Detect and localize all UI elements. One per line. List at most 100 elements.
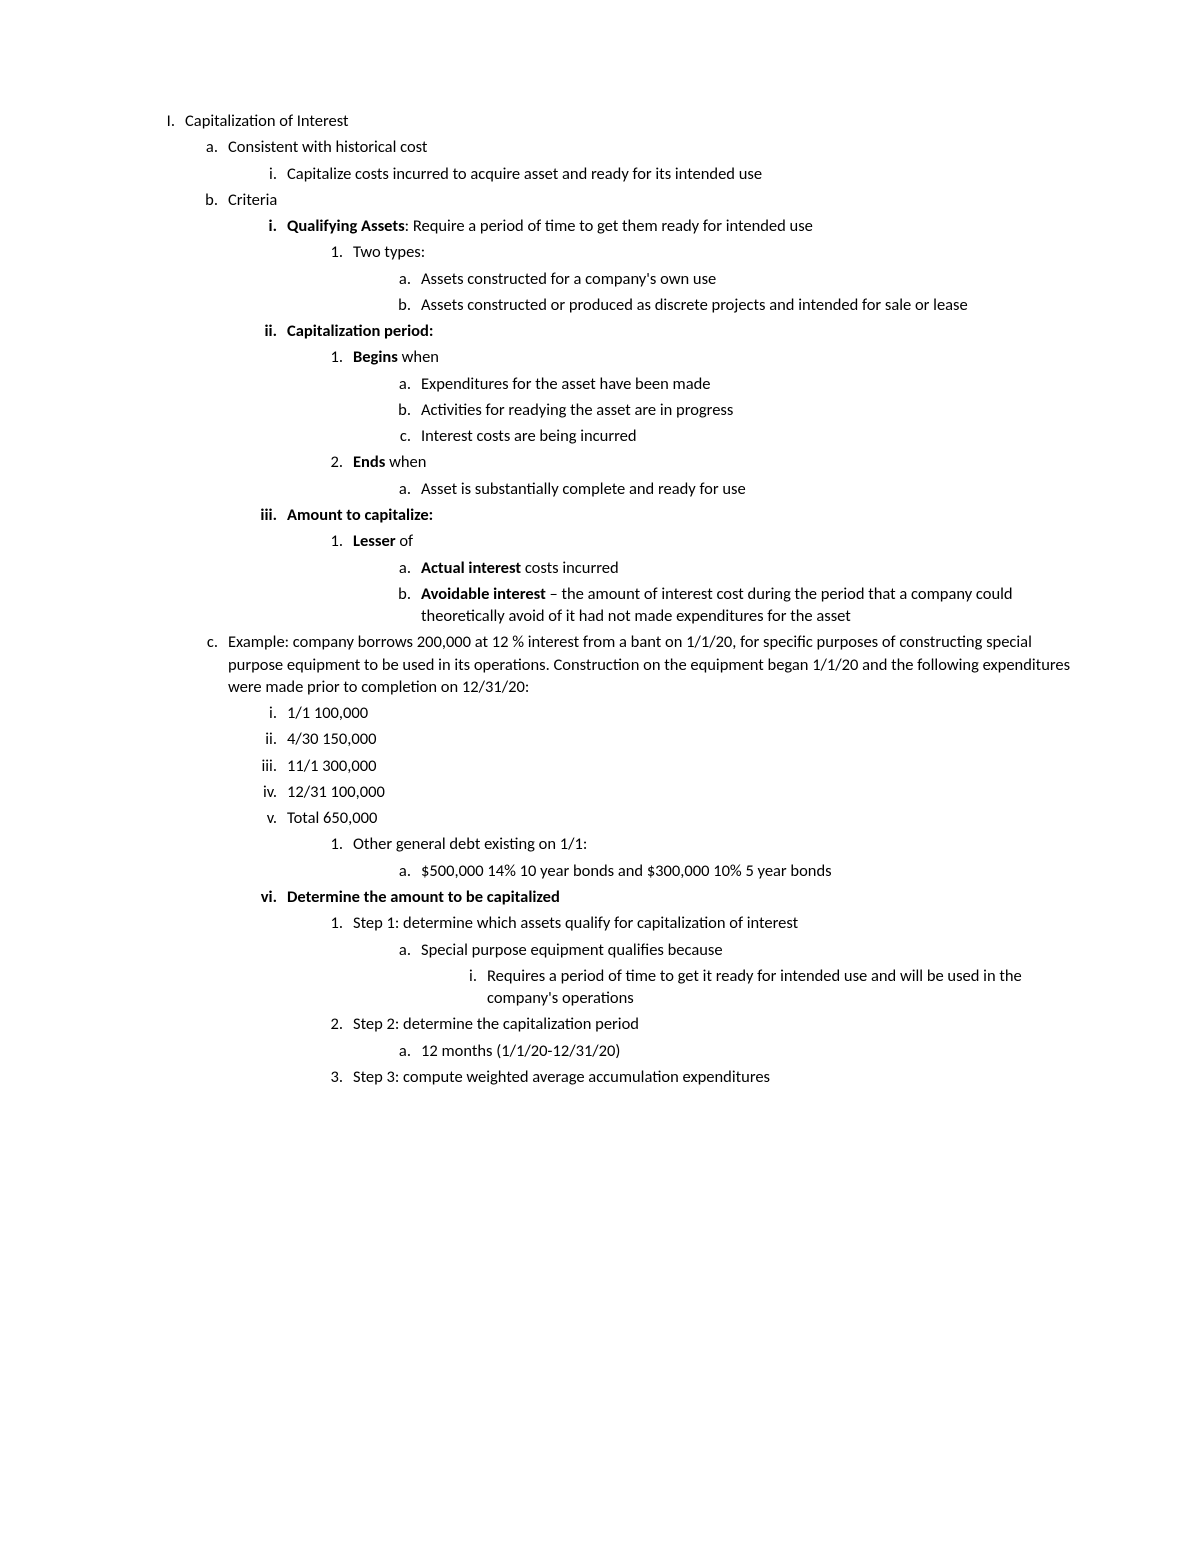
rest: costs incurred [521, 558, 619, 578]
marker: a. [395, 478, 421, 500]
outline-I-b-i-1: 1. Two types: [325, 241, 1080, 263]
marker: 1. [325, 833, 353, 855]
text: 1/1 100,000 [287, 702, 1080, 724]
outline-I-c-vi-1: 1. Step 1: determine which assets qualif… [325, 912, 1080, 934]
text: Capitalize costs incurred to acquire ass… [287, 163, 1080, 185]
text: Avoidable interest – the amount of inter… [421, 583, 1080, 628]
outline-I-c-v: v. Total 650,000 [257, 807, 1080, 829]
outline-I-c: c. Example: company borrows 200,000 at 1… [200, 631, 1080, 698]
rest: of [396, 531, 413, 551]
marker: 2. [325, 451, 353, 473]
outline-I-c-i: i. 1/1 100,000 [257, 702, 1080, 724]
text: 12/31 100,000 [287, 781, 1080, 803]
marker: b. [395, 399, 421, 421]
outline-I-b-ii-1: 1. Begins when [325, 346, 1080, 368]
outline-I-b-ii-1-c: c. Interest costs are being incurred [395, 425, 1080, 447]
marker: 3. [325, 1066, 353, 1088]
outline-I-b-iii-1-a: a. Actual interest costs incurred [395, 557, 1080, 579]
marker: i. [465, 965, 487, 987]
outline-I-c-vi-3: 3. Step 3: compute weighted average accu… [325, 1066, 1080, 1088]
outline-I-c-v-1: 1. Other general debt existing on 1/1: [325, 833, 1080, 855]
outline-I-c-ii: ii. 4/30 150,000 [257, 728, 1080, 750]
text: 4/30 150,000 [287, 728, 1080, 750]
bold-lead: Lesser [353, 531, 396, 551]
marker: a. [395, 860, 421, 882]
text: 11/1 300,000 [287, 755, 1080, 777]
text: Begins when [353, 346, 1080, 368]
text: Special purpose equipment qualifies beca… [421, 939, 1080, 961]
marker: b. [395, 583, 421, 605]
text: Asset is substantially complete and read… [421, 478, 1080, 500]
text-I: Capitalization of Interest [185, 110, 1080, 132]
marker: b. [200, 189, 228, 211]
marker: 1. [325, 530, 353, 552]
text: 12 months (1/1/20-12/31/20) [421, 1040, 1080, 1062]
outline-I-c-vi-1-a-i: i. Requires a period of time to get it r… [465, 965, 1080, 1010]
text: Activities for readying the asset are in… [421, 399, 1080, 421]
bold-lead: Qualifying Assets [287, 216, 405, 236]
marker: c. [200, 631, 228, 653]
text: Expenditures for the asset have been mad… [421, 373, 1080, 395]
text: Lesser of [353, 530, 1080, 552]
text: Step 2: determine the capitalization per… [353, 1013, 1080, 1035]
outline-I-c-vi-1-a: a. Special purpose equipment qualifies b… [395, 939, 1080, 961]
marker: a. [395, 268, 421, 290]
text: Step 1: determine which assets qualify f… [353, 912, 1080, 934]
text: Assets constructed for a company's own u… [421, 268, 1080, 290]
bold-lead: Determine the amount to be capitalized [287, 886, 1080, 908]
outline-I-b-ii: ii. Capitalization period: [257, 320, 1080, 342]
outline-I-b-i-1-b: b. Assets constructed or produced as dis… [395, 294, 1080, 316]
text: Assets constructed or produced as discre… [421, 294, 1080, 316]
rest: when [385, 452, 426, 472]
outline-I-b: b. Criteria [200, 189, 1080, 211]
marker: a. [395, 939, 421, 961]
text: Requires a period of time to get it read… [487, 965, 1080, 1010]
marker: b. [395, 294, 421, 316]
text: Example: company borrows 200,000 at 12 %… [228, 631, 1080, 698]
marker: iv. [257, 781, 287, 803]
text: Actual interest costs incurred [421, 557, 1080, 579]
marker: ii. [257, 320, 287, 342]
bold-lead: Capitalization period: [287, 320, 1080, 342]
bold-lead: Actual interest [421, 558, 521, 578]
outline-I-a: a. Consistent with historical cost [200, 136, 1080, 158]
text: Total 650,000 [287, 807, 1080, 829]
marker: i. [257, 215, 287, 237]
text: Criteria [228, 189, 1080, 211]
outline-I-c-iii: iii. 11/1 300,000 [257, 755, 1080, 777]
outline-I-b-ii-2: 2. Ends when [325, 451, 1080, 473]
outline-I-b-ii-1-a: a. Expenditures for the asset have been … [395, 373, 1080, 395]
outline-I-b-iii: iii. Amount to capitalize: [257, 504, 1080, 526]
marker: a. [395, 557, 421, 579]
document-page: I. Capitalization of Interest a. Consist… [0, 0, 1200, 1553]
text: Interest costs are being incurred [421, 425, 1080, 447]
outline-I-b-i-1-a: a. Assets constructed for a company's ow… [395, 268, 1080, 290]
text: Qualifying Assets: Require a period of t… [287, 215, 1080, 237]
bold-lead: Ends [353, 452, 385, 472]
text: $500,000 14% 10 year bonds and $300,000 … [421, 860, 1080, 882]
marker: a. [395, 373, 421, 395]
marker: i. [257, 163, 287, 185]
text: Other general debt existing on 1/1: [353, 833, 1080, 855]
bold-lead: Avoidable interest [421, 584, 546, 604]
marker: i. [257, 702, 287, 724]
rest: : Require a period of time to get them r… [405, 216, 813, 236]
rest: when [398, 347, 439, 367]
marker: 2. [325, 1013, 353, 1035]
marker: v. [257, 807, 287, 829]
marker: iii. [257, 504, 287, 526]
marker: a. [200, 136, 228, 158]
marker: 1. [325, 241, 353, 263]
text: Two types: [353, 241, 1080, 263]
outline-I-c-vi-2: 2. Step 2: determine the capitalization … [325, 1013, 1080, 1035]
outline-I-c-v-1-a: a. $500,000 14% 10 year bonds and $300,0… [395, 860, 1080, 882]
marker: iii. [257, 755, 287, 777]
outline-I-b-i: i. Qualifying Assets: Require a period o… [257, 215, 1080, 237]
outline-I-c-iv: iv. 12/31 100,000 [257, 781, 1080, 803]
marker: vi. [257, 886, 287, 908]
outline-I-b-iii-1: 1. Lesser of [325, 530, 1080, 552]
outline-I-c-vi-2-a: a. 12 months (1/1/20-12/31/20) [395, 1040, 1080, 1062]
outline-I-a-i: i. Capitalize costs incurred to acquire … [257, 163, 1080, 185]
marker: 1. [325, 346, 353, 368]
outline-I: I. Capitalization of Interest [145, 110, 1080, 132]
